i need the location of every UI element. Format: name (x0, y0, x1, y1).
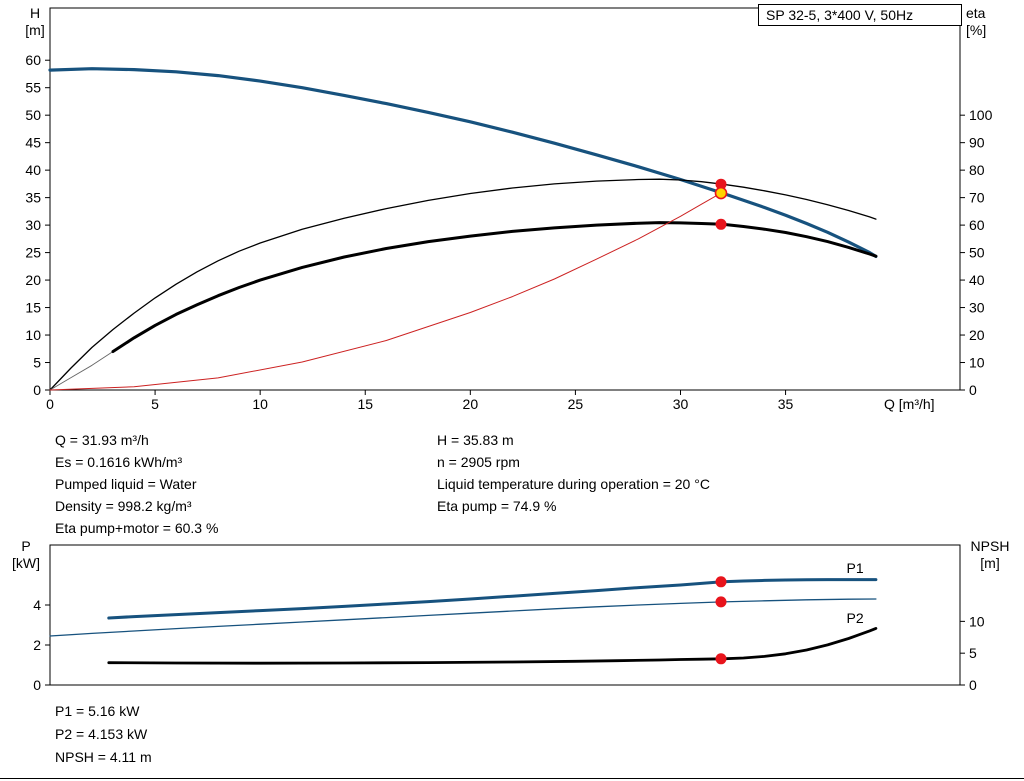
marker-duty-eta-pump[interactable] (715, 178, 727, 190)
y-right-tick-label: 0 (969, 382, 977, 398)
q-axis-label: Q [m³/h] (884, 396, 935, 412)
y-right-tick-label: 5 (969, 645, 977, 661)
info-h: H = 35.83 m (437, 432, 514, 448)
y-right-tick-label: 60 (969, 217, 985, 233)
y-left-tick-label: 4 (33, 597, 41, 613)
info-eta-pump: Eta pump = 74.9 % (437, 498, 557, 514)
y-left-tick-label: 30 (25, 217, 41, 233)
npsh-axis-label: NPSH [m] (960, 538, 1020, 572)
series-P1 (107, 578, 878, 620)
y-right-tick-label: 0 (969, 677, 977, 693)
y-left-tick-label: 15 (25, 300, 41, 316)
y-right-tick-label: 100 (969, 107, 993, 123)
x-tick-label: 35 (778, 396, 794, 412)
marker-duty-npsh[interactable] (715, 653, 727, 665)
info-liquid-temp: Liquid temperature during operation = 20… (437, 476, 710, 492)
y-right-tick-label: 10 (969, 613, 985, 629)
duty-info-right: H = 35.83 m n = 2905 rpm Liquid temperat… (437, 429, 710, 517)
x-tick-label: 15 (357, 396, 373, 412)
x-tick-label: 0 (46, 396, 54, 412)
y-left-tick-label: 40 (25, 162, 41, 178)
series-NPSH (107, 627, 878, 665)
series-system-curve (49, 192, 722, 391)
y-right-tick-label: 10 (969, 355, 985, 371)
y-right-tick-label: 70 (969, 190, 985, 206)
info-density: Density = 998.2 kg/m³ (55, 498, 192, 514)
plot-frame (49, 544, 961, 686)
info-eta-pump-motor: Eta pump+motor = 60.3 % (55, 520, 219, 536)
y-left-tick-label: 25 (25, 245, 41, 261)
y-left-tick-label: 60 (25, 52, 41, 68)
y-right-tick-label: 80 (969, 162, 985, 178)
power-npsh-chart[interactable]: 0 2 4 0 5 10 P1 P2 (0, 535, 1024, 705)
x-tick-label: 30 (673, 396, 689, 412)
y-right-tick-label: 20 (969, 327, 985, 343)
series-H-curve (48, 67, 878, 258)
y-right-tick-label: 30 (969, 300, 985, 316)
annotation-P2: P2 (847, 610, 864, 626)
marker-duty-eta-pump-motor[interactable] (715, 218, 727, 230)
power-info: P1 = 5.16 kW P2 = 4.153 kW NPSH = 4.11 m (55, 700, 152, 769)
series-eta-pump-motor-ext (49, 351, 114, 391)
y-right-tick-label: 90 (969, 135, 985, 151)
p-axis-label-symbol: P (21, 538, 31, 554)
y-left-tick-label: 20 (25, 272, 41, 288)
marker-duty-p2[interactable] (715, 596, 727, 608)
y-left-tick-label: 0 (33, 677, 41, 693)
p-axis-label: P [kW] (3, 538, 49, 572)
npsh-axis-label-symbol: NPSH (970, 538, 1010, 554)
npsh-axis-label-unit: [m] (980, 555, 1000, 571)
y-left-tick-label: 45 (25, 135, 41, 151)
info-p1: P1 = 5.16 kW (55, 703, 140, 719)
y-right-tick-label: 40 (969, 272, 985, 288)
window-border-bottom (0, 778, 1024, 779)
series-P2 (49, 598, 877, 637)
y-right-tick-label: 50 (969, 245, 985, 261)
eta-axis-label-symbol: eta (966, 5, 986, 21)
info-pumped-liquid: Pumped liquid = Water (55, 476, 197, 492)
info-p2: P2 = 4.153 kW (55, 726, 148, 742)
y-left-tick-label: 0 (33, 382, 41, 398)
y-left-tick-label: 2 (33, 637, 41, 653)
annotation-P1: P1 (847, 560, 864, 576)
eta-axis-label: eta [%] (966, 5, 1014, 39)
x-tick-label: 10 (252, 396, 268, 412)
info-q: Q = 31.93 m³/h (55, 432, 149, 448)
series-eta-pump-motor (111, 221, 878, 353)
hq-eta-chart[interactable]: 0 5 10 15 20 25 30 35 0 5 10 15 20 25 30 35 40 45 50 55 60 0 1… (0, 0, 1024, 424)
y-left-tick-label: 35 (25, 190, 41, 206)
y-left-tick-label: 10 (25, 327, 41, 343)
p-axis-label-unit: [kW] (12, 555, 40, 571)
y-left-tick-label: 55 (25, 80, 41, 96)
series-eta-pump (49, 178, 877, 391)
x-tick-label: 5 (151, 396, 159, 412)
info-es: Es = 0.1616 kWh/m³ (55, 454, 183, 470)
info-speed: n = 2905 rpm (437, 454, 520, 470)
marker-duty-point[interactable] (714, 186, 728, 200)
duty-info-left: Q = 31.93 m³/h Es = 0.1616 kWh/m³ Pumped… (55, 429, 218, 539)
x-tick-label: 20 (463, 396, 479, 412)
h-axis-label-unit: [m] (25, 22, 45, 38)
h-axis-label: H [m] (14, 5, 56, 39)
y-left-tick-label: 50 (25, 107, 41, 123)
plot-frame (49, 7, 961, 391)
info-npsh: NPSH = 4.11 m (55, 749, 152, 765)
eta-axis-label-unit: [%] (966, 22, 987, 38)
h-axis-label-symbol: H (29, 5, 41, 21)
x-tick-label: 25 (568, 396, 584, 412)
y-left-tick-label: 5 (33, 355, 41, 371)
marker-duty-p1[interactable] (715, 576, 727, 588)
pump-designation-box: SP 32-5, 3*400 V, 50Hz (758, 4, 962, 26)
